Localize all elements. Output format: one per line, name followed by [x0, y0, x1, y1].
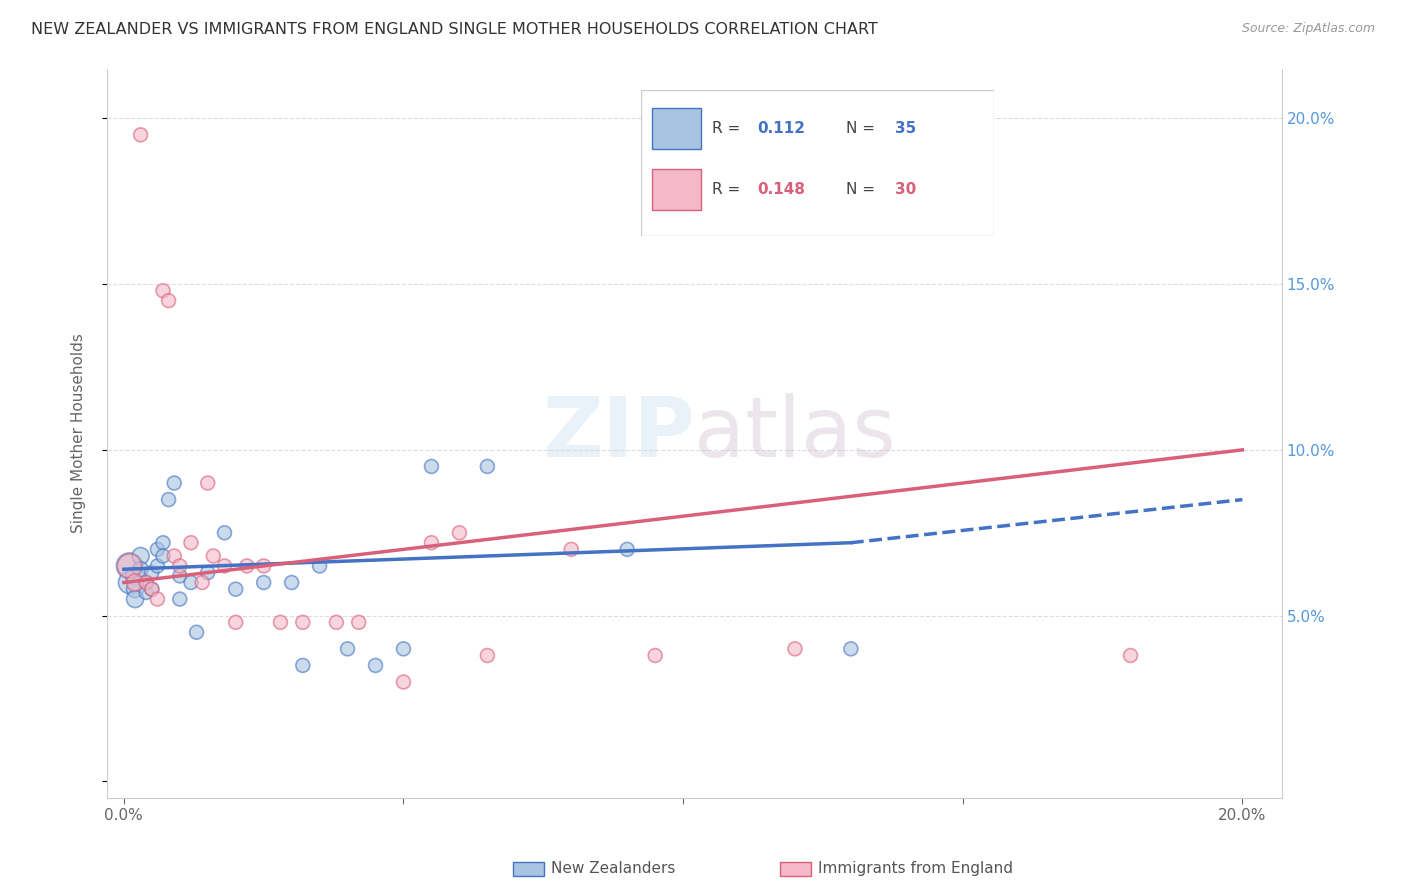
- Point: [135, 575, 157, 590]
- Point: [253, 575, 276, 590]
- Point: [186, 625, 208, 640]
- Text: ZIP: ZIP: [541, 392, 695, 474]
- Point: [118, 575, 141, 590]
- Point: [146, 592, 169, 607]
- Point: [124, 569, 146, 583]
- Point: [783, 641, 806, 656]
- Point: [347, 615, 370, 630]
- Point: [141, 582, 163, 596]
- Point: [180, 535, 202, 549]
- Point: [157, 293, 180, 308]
- Point: [197, 476, 219, 491]
- Point: [1119, 648, 1142, 663]
- Point: [280, 575, 302, 590]
- Point: [169, 592, 191, 607]
- Point: [392, 641, 415, 656]
- Text: atlas: atlas: [695, 392, 896, 474]
- Point: [118, 558, 141, 573]
- Point: [135, 585, 157, 599]
- Point: [225, 582, 247, 596]
- Point: [146, 542, 169, 557]
- Point: [291, 658, 314, 673]
- Point: [214, 525, 236, 540]
- Point: [124, 575, 146, 590]
- Point: [308, 558, 330, 573]
- Point: [163, 476, 186, 491]
- Point: [253, 558, 276, 573]
- Point: [202, 549, 225, 563]
- Point: [124, 582, 146, 596]
- Point: [560, 542, 582, 557]
- Text: New Zealanders: New Zealanders: [551, 862, 675, 876]
- Point: [291, 615, 314, 630]
- Point: [141, 582, 163, 596]
- Point: [477, 459, 499, 474]
- Point: [152, 535, 174, 549]
- Point: [392, 675, 415, 690]
- Point: [214, 558, 236, 573]
- Point: [325, 615, 347, 630]
- Point: [146, 558, 169, 573]
- Point: [477, 648, 499, 663]
- Point: [644, 648, 666, 663]
- Point: [420, 459, 443, 474]
- Point: [152, 549, 174, 563]
- Point: [118, 558, 141, 573]
- Point: [152, 284, 174, 298]
- Point: [225, 615, 247, 630]
- Point: [191, 575, 214, 590]
- Point: [236, 558, 259, 573]
- Point: [269, 615, 291, 630]
- Point: [129, 562, 152, 576]
- Point: [163, 549, 186, 563]
- Point: [135, 575, 157, 590]
- Point: [169, 558, 191, 573]
- Text: Immigrants from England: Immigrants from England: [818, 862, 1014, 876]
- Point: [839, 641, 862, 656]
- Point: [336, 641, 359, 656]
- Point: [197, 566, 219, 580]
- Point: [129, 128, 152, 142]
- Point: [169, 569, 191, 583]
- Text: NEW ZEALANDER VS IMMIGRANTS FROM ENGLAND SINGLE MOTHER HOUSEHOLDS CORRELATION CH: NEW ZEALANDER VS IMMIGRANTS FROM ENGLAND…: [31, 22, 877, 37]
- Point: [364, 658, 387, 673]
- Point: [616, 542, 638, 557]
- Point: [420, 535, 443, 549]
- Point: [449, 525, 471, 540]
- Point: [157, 492, 180, 507]
- Point: [141, 566, 163, 580]
- Point: [124, 592, 146, 607]
- Point: [129, 549, 152, 563]
- Y-axis label: Single Mother Households: Single Mother Households: [72, 334, 86, 533]
- Point: [180, 575, 202, 590]
- Text: Source: ZipAtlas.com: Source: ZipAtlas.com: [1241, 22, 1375, 36]
